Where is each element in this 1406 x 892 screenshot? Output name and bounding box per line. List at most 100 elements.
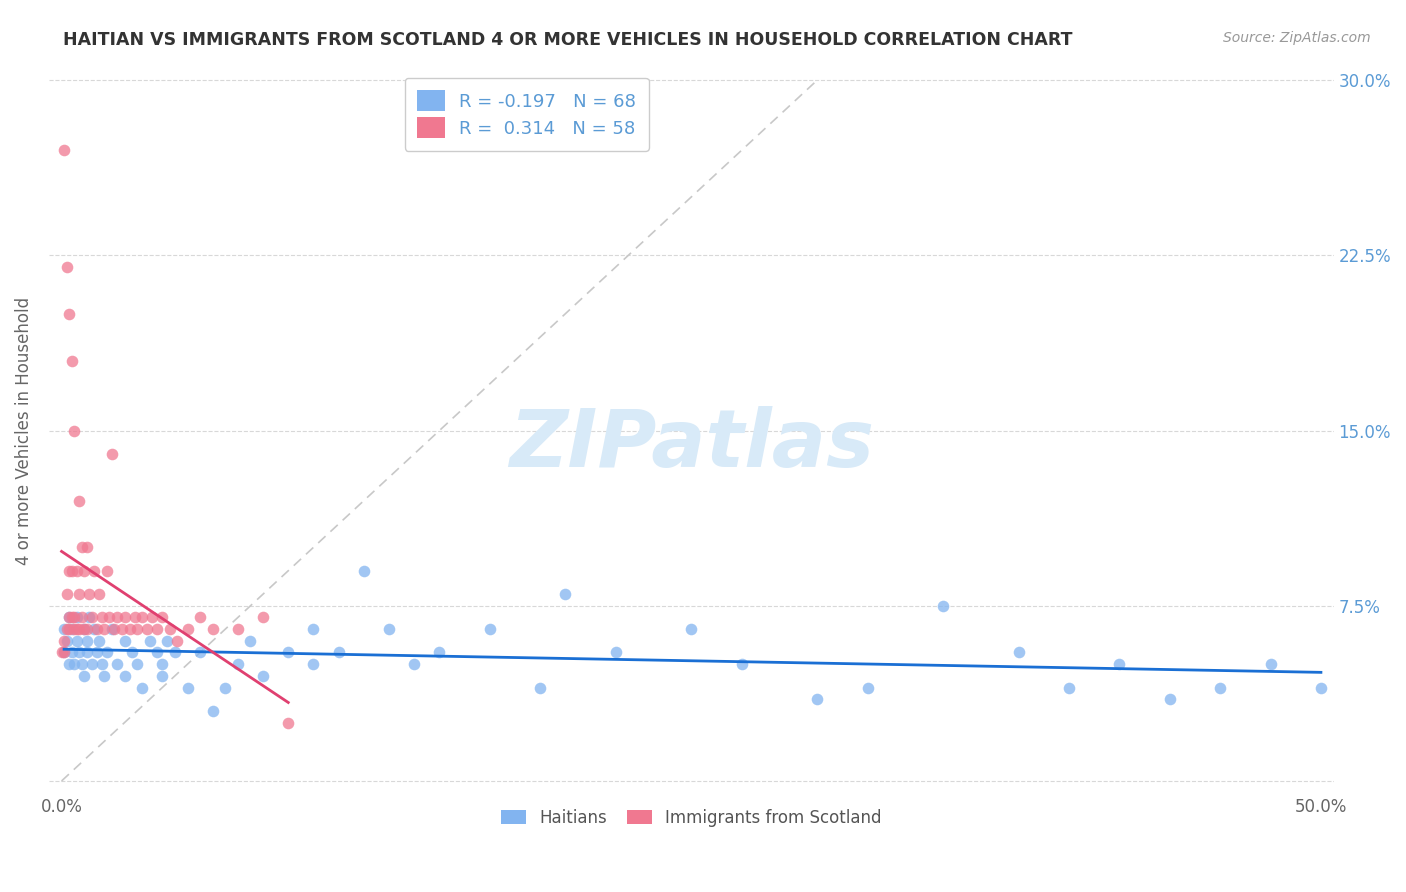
Point — [605, 646, 627, 660]
Point — [226, 657, 249, 672]
Point — [60, 646, 83, 660]
Point — [58, 307, 80, 321]
Point — [58, 564, 80, 578]
Point — [55, 587, 77, 601]
Point — [127, 622, 149, 636]
Point — [188, 646, 211, 660]
Point — [53, 646, 76, 660]
Point — [58, 622, 80, 636]
Point — [252, 669, 274, 683]
Point — [277, 646, 299, 660]
Point — [55, 633, 77, 648]
Point — [60, 610, 83, 624]
Point — [67, 622, 90, 636]
Point — [90, 610, 112, 624]
Point — [105, 657, 128, 672]
Point — [1260, 657, 1282, 672]
Legend: Haitians, Immigrants from Scotland: Haitians, Immigrants from Scotland — [492, 800, 890, 835]
Point — [146, 622, 169, 636]
Point — [60, 622, 83, 636]
Point — [63, 657, 86, 672]
Point — [150, 657, 173, 672]
Point — [138, 633, 160, 648]
Point — [86, 622, 108, 636]
Point — [70, 541, 93, 555]
Point — [67, 587, 90, 601]
Point — [932, 599, 955, 613]
Point — [378, 622, 401, 636]
Point — [302, 657, 325, 672]
Point — [76, 646, 98, 660]
Point — [93, 669, 115, 683]
Text: Source: ZipAtlas.com: Source: ZipAtlas.com — [1223, 31, 1371, 45]
Point — [239, 633, 262, 648]
Point — [111, 622, 134, 636]
Point — [131, 610, 153, 624]
Text: HAITIAN VS IMMIGRANTS FROM SCOTLAND 4 OR MORE VEHICLES IN HOUSEHOLD CORRELATION : HAITIAN VS IMMIGRANTS FROM SCOTLAND 4 OR… — [63, 31, 1073, 49]
Point — [1209, 681, 1232, 695]
Point — [1309, 681, 1331, 695]
Point — [77, 587, 100, 601]
Point — [118, 622, 141, 636]
Point — [163, 646, 186, 660]
Point — [53, 646, 76, 660]
Point — [58, 657, 80, 672]
Point — [93, 622, 115, 636]
Point — [76, 622, 98, 636]
Point — [73, 622, 96, 636]
Point — [101, 447, 124, 461]
Point — [214, 681, 236, 695]
Point — [76, 541, 98, 555]
Point — [302, 622, 325, 636]
Point — [77, 610, 100, 624]
Point — [67, 493, 90, 508]
Point — [277, 715, 299, 730]
Point — [136, 622, 159, 636]
Point — [146, 646, 169, 660]
Point — [76, 633, 98, 648]
Point — [83, 622, 105, 636]
Point — [89, 587, 111, 601]
Point — [66, 633, 89, 648]
Point — [51, 646, 73, 660]
Point — [427, 646, 450, 660]
Point — [55, 622, 77, 636]
Point — [58, 610, 80, 624]
Point — [83, 564, 105, 578]
Point — [806, 692, 828, 706]
Point — [73, 669, 96, 683]
Point — [478, 622, 501, 636]
Point — [53, 622, 76, 636]
Point — [73, 622, 96, 636]
Point — [66, 610, 89, 624]
Point — [101, 622, 124, 636]
Point — [127, 657, 149, 672]
Point — [70, 610, 93, 624]
Point — [67, 646, 90, 660]
Text: ZIPatlas: ZIPatlas — [509, 406, 873, 484]
Point — [80, 610, 103, 624]
Point — [103, 622, 125, 636]
Point — [681, 622, 703, 636]
Point — [176, 622, 198, 636]
Point — [73, 564, 96, 578]
Point — [60, 353, 83, 368]
Point — [114, 669, 136, 683]
Point — [730, 657, 752, 672]
Point — [90, 657, 112, 672]
Point — [188, 610, 211, 624]
Point — [1108, 657, 1130, 672]
Point — [53, 633, 76, 648]
Point — [166, 633, 188, 648]
Point — [252, 610, 274, 624]
Point — [53, 143, 76, 157]
Point — [328, 646, 350, 660]
Point — [105, 610, 128, 624]
Y-axis label: 4 or more Vehicles in Household: 4 or more Vehicles in Household — [15, 296, 32, 565]
Point — [124, 610, 146, 624]
Point — [96, 564, 118, 578]
Point — [86, 646, 108, 660]
Point — [70, 657, 93, 672]
Point — [1057, 681, 1080, 695]
Point — [80, 657, 103, 672]
